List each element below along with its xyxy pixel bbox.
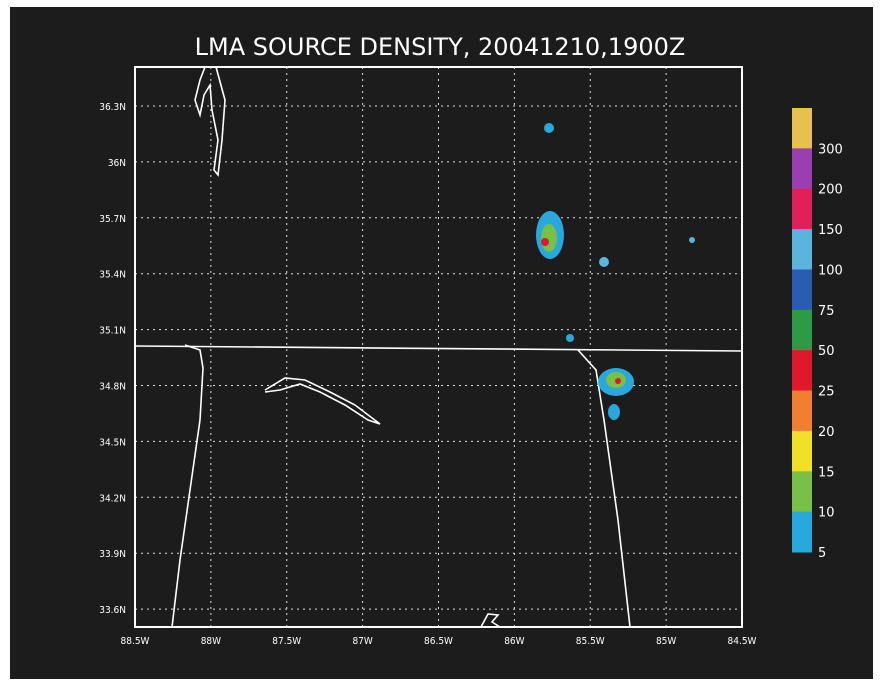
cell bbox=[541, 238, 549, 246]
colorbar-label: 20 bbox=[818, 425, 835, 440]
cell bbox=[544, 123, 554, 133]
cell bbox=[615, 378, 621, 384]
longitude-label: 85W bbox=[656, 636, 676, 647]
colorbar-label: 50 bbox=[818, 344, 835, 359]
colorbar-label: 5 bbox=[818, 546, 826, 561]
longitude-label: 85.5W bbox=[576, 636, 605, 647]
latitude-label: 35.4N bbox=[99, 270, 126, 281]
background bbox=[10, 7, 873, 679]
lake bbox=[480, 613, 501, 628]
latitude-label: 33.6N bbox=[99, 605, 126, 616]
cell bbox=[599, 257, 609, 267]
longitude-label: 86W bbox=[504, 636, 524, 647]
colorbar-segment bbox=[792, 471, 812, 513]
lake bbox=[264, 377, 381, 425]
river bbox=[194, 66, 226, 178]
latitude-label: 35.1N bbox=[99, 326, 126, 337]
colorbar-segment bbox=[792, 309, 812, 351]
latitude-label: 34.2N bbox=[99, 493, 126, 504]
longitude-label: 87.5W bbox=[272, 636, 301, 647]
longitude-label: 84.5W bbox=[728, 636, 757, 647]
latitude-label: 36N bbox=[108, 158, 126, 169]
boundaries bbox=[134, 66, 743, 628]
colorbar-label: 100 bbox=[818, 263, 843, 278]
colorbar-segment bbox=[792, 148, 812, 190]
state-line bbox=[171, 344, 204, 628]
state-line bbox=[577, 349, 631, 628]
map-title: LMA SOURCE DENSITY, 20041210,1900Z bbox=[195, 33, 686, 61]
state-line bbox=[134, 345, 743, 352]
latitude-label: 33.9N bbox=[99, 549, 126, 560]
latitude-label: 34.8N bbox=[99, 382, 126, 393]
longitude-label: 87W bbox=[352, 636, 372, 647]
latitude-label: 35.7N bbox=[99, 214, 126, 225]
colorbar-label: 15 bbox=[818, 465, 835, 480]
colorbar-segment bbox=[792, 390, 812, 432]
latitude-label: 34.5N bbox=[99, 437, 126, 448]
colorbar-label: 150 bbox=[818, 223, 843, 238]
cell bbox=[608, 404, 620, 420]
colorbar-segment bbox=[792, 430, 812, 472]
colorbar-segment bbox=[792, 188, 812, 230]
colorbar-label: 75 bbox=[818, 304, 835, 319]
grid bbox=[135, 67, 742, 627]
colorbar-segment bbox=[792, 229, 812, 270]
latitude-label: 36.3N bbox=[99, 102, 126, 113]
longitude-label: 88.5W bbox=[121, 636, 150, 647]
longitude-label: 88W bbox=[201, 636, 221, 647]
longitude-label: 86.5W bbox=[424, 636, 453, 647]
density-cells bbox=[536, 123, 695, 420]
cell bbox=[566, 334, 574, 342]
cell bbox=[689, 237, 695, 243]
plot-frame bbox=[134, 66, 743, 628]
colorbar-label: 300 bbox=[818, 142, 843, 157]
colorbar-segment bbox=[792, 269, 812, 311]
colorbar-label: 200 bbox=[818, 183, 843, 198]
colorbar: 300 200 150 100 75 50 25 20 15 10 5 bbox=[792, 108, 843, 561]
colorbar-label: 25 bbox=[818, 385, 835, 400]
cell bbox=[541, 224, 557, 252]
colorbar-label: 10 bbox=[818, 506, 835, 521]
colorbar-segment bbox=[792, 108, 812, 149]
colorbar-segment bbox=[792, 511, 812, 553]
colorbar-segment bbox=[792, 350, 812, 392]
